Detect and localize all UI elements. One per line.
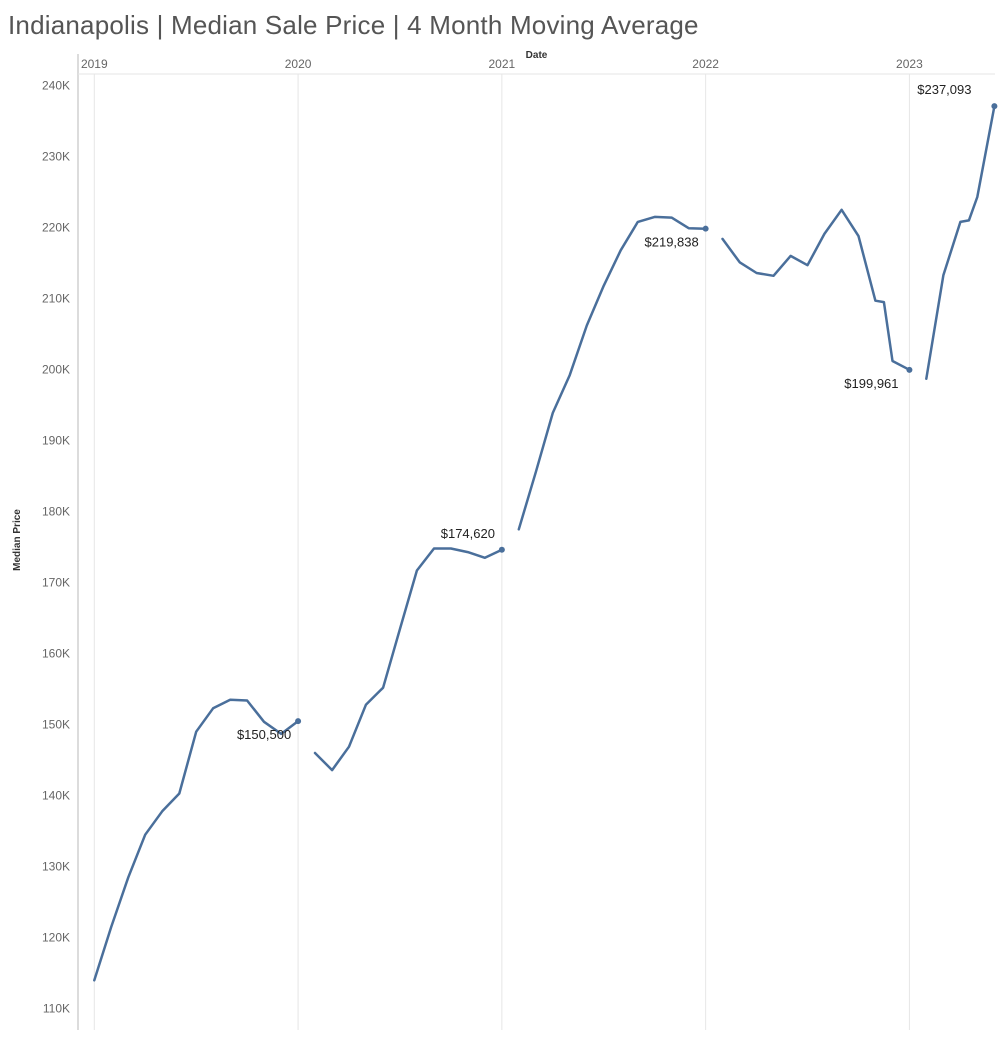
svg-text:200K: 200K xyxy=(42,363,70,377)
chart-container: Indianapolis | Median Sale Price | 4 Mon… xyxy=(0,0,1000,1041)
svg-text:210K: 210K xyxy=(42,292,70,306)
svg-text:110K: 110K xyxy=(43,1002,70,1016)
svg-text:Median Price: Median Price xyxy=(12,509,23,571)
chart-title: Indianapolis | Median Sale Price | 4 Mon… xyxy=(8,10,699,41)
svg-text:2022: 2022 xyxy=(692,57,719,71)
svg-text:2023: 2023 xyxy=(896,57,923,71)
svg-text:$199,961: $199,961 xyxy=(844,376,898,391)
svg-text:230K: 230K xyxy=(42,150,70,164)
svg-text:150K: 150K xyxy=(42,718,70,732)
svg-text:Date: Date xyxy=(526,50,548,61)
svg-text:240K: 240K xyxy=(42,79,70,93)
svg-text:170K: 170K xyxy=(42,576,70,590)
svg-text:2019: 2019 xyxy=(81,57,108,71)
line-chart: Date 2019 2020 2021 2022 2023 110K 120K 130K 140K… xyxy=(0,0,1000,1041)
svg-text:160K: 160K xyxy=(42,647,70,661)
svg-text:2021: 2021 xyxy=(489,57,516,71)
svg-text:2020: 2020 xyxy=(285,57,312,71)
svg-text:190K: 190K xyxy=(42,434,70,448)
svg-text:120K: 120K xyxy=(42,931,70,945)
svg-text:$174,620: $174,620 xyxy=(441,526,495,541)
svg-text:220K: 220K xyxy=(42,221,70,235)
svg-text:140K: 140K xyxy=(42,789,70,803)
svg-text:$237,093: $237,093 xyxy=(917,82,971,97)
svg-text:130K: 130K xyxy=(42,860,70,874)
svg-text:$219,838: $219,838 xyxy=(645,235,699,250)
svg-text:$150,500: $150,500 xyxy=(237,727,291,742)
svg-text:180K: 180K xyxy=(42,505,70,519)
